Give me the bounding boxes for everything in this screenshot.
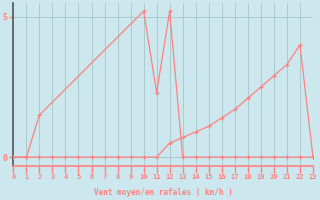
X-axis label: Vent moyen/en rafales ( km/h ): Vent moyen/en rafales ( km/h ) <box>94 188 233 197</box>
